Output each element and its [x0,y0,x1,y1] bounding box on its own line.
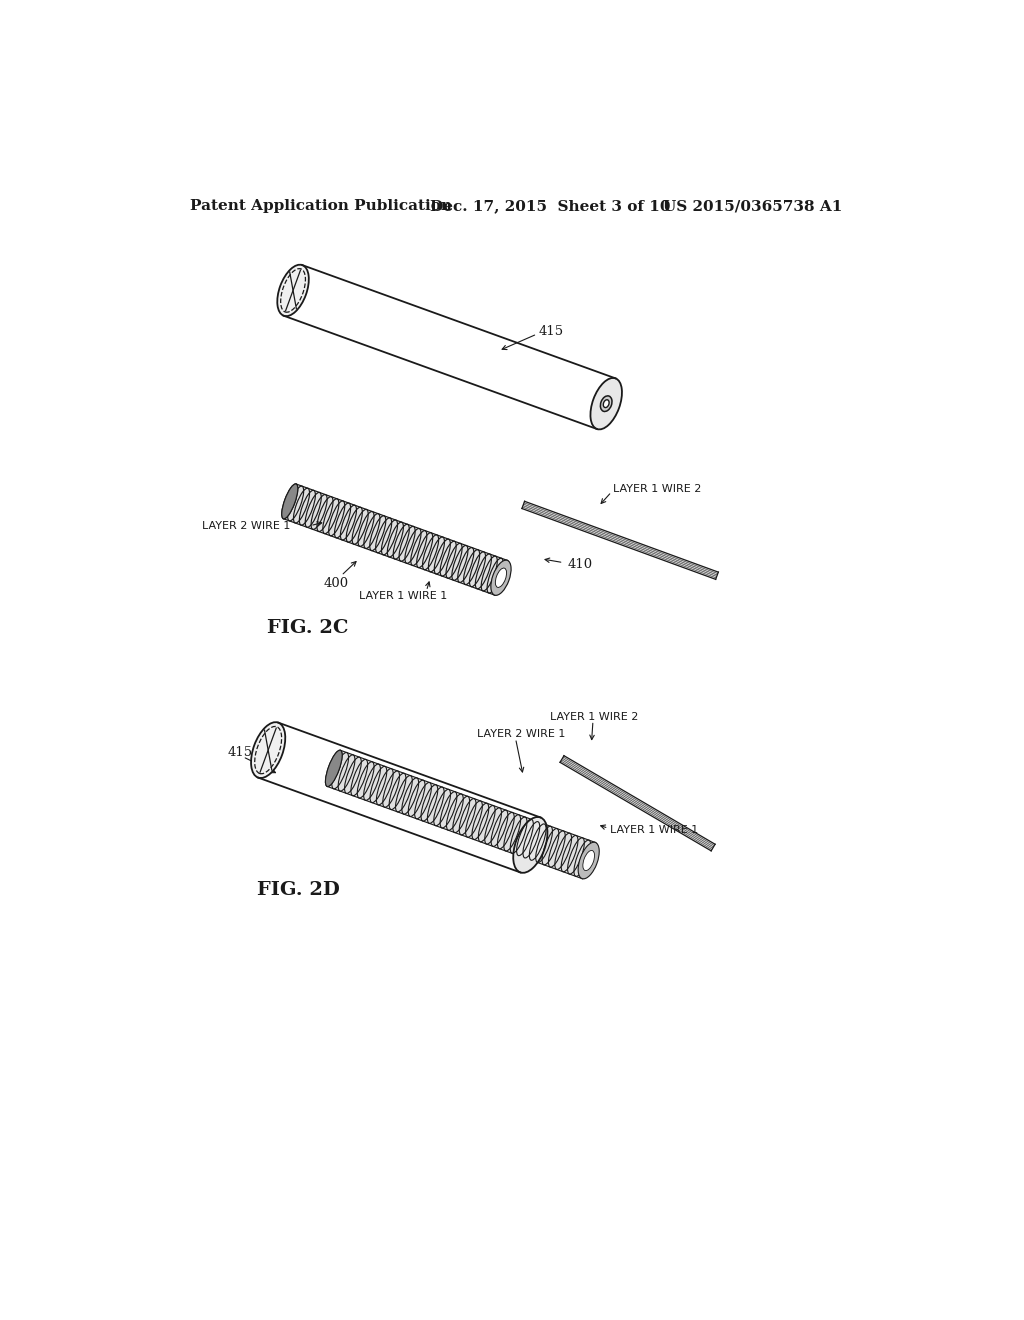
Ellipse shape [583,850,595,871]
Text: LAYER 2 WIRE 1: LAYER 2 WIRE 1 [477,730,565,739]
Ellipse shape [282,484,298,519]
Text: LAYER 2 WIRE 1: LAYER 2 WIRE 1 [202,520,290,531]
Text: US 2015/0365738 A1: US 2015/0365738 A1 [663,199,842,213]
Text: 415: 415 [227,746,252,759]
Ellipse shape [600,396,612,412]
Text: 415: 415 [539,325,564,338]
Text: Patent Application Publication: Patent Application Publication [190,199,452,213]
Polygon shape [328,750,595,879]
Text: 410: 410 [567,557,593,570]
Ellipse shape [251,722,286,777]
Text: LAYER 1 WIRE 2: LAYER 1 WIRE 2 [613,484,701,495]
Polygon shape [284,484,507,595]
Text: LAYER 1 WIRE 1: LAYER 1 WIRE 1 [610,825,698,834]
Text: Dec. 17, 2015  Sheet 3 of 10: Dec. 17, 2015 Sheet 3 of 10 [430,199,671,213]
Ellipse shape [603,400,609,408]
Ellipse shape [496,568,507,587]
Ellipse shape [326,750,342,787]
Text: 400: 400 [324,577,348,590]
Text: FIG. 2D: FIG. 2D [257,880,340,899]
Ellipse shape [579,842,599,879]
Text: LAYER 1 WIRE 2: LAYER 1 WIRE 2 [550,711,639,722]
Text: LAYER 1 WIRE 1: LAYER 1 WIRE 1 [359,591,447,601]
Text: FIG. 2C: FIG. 2C [267,619,348,638]
Ellipse shape [513,817,548,873]
Ellipse shape [490,560,511,595]
Polygon shape [522,502,719,579]
Ellipse shape [278,265,309,317]
Polygon shape [560,755,715,851]
Ellipse shape [591,378,622,429]
